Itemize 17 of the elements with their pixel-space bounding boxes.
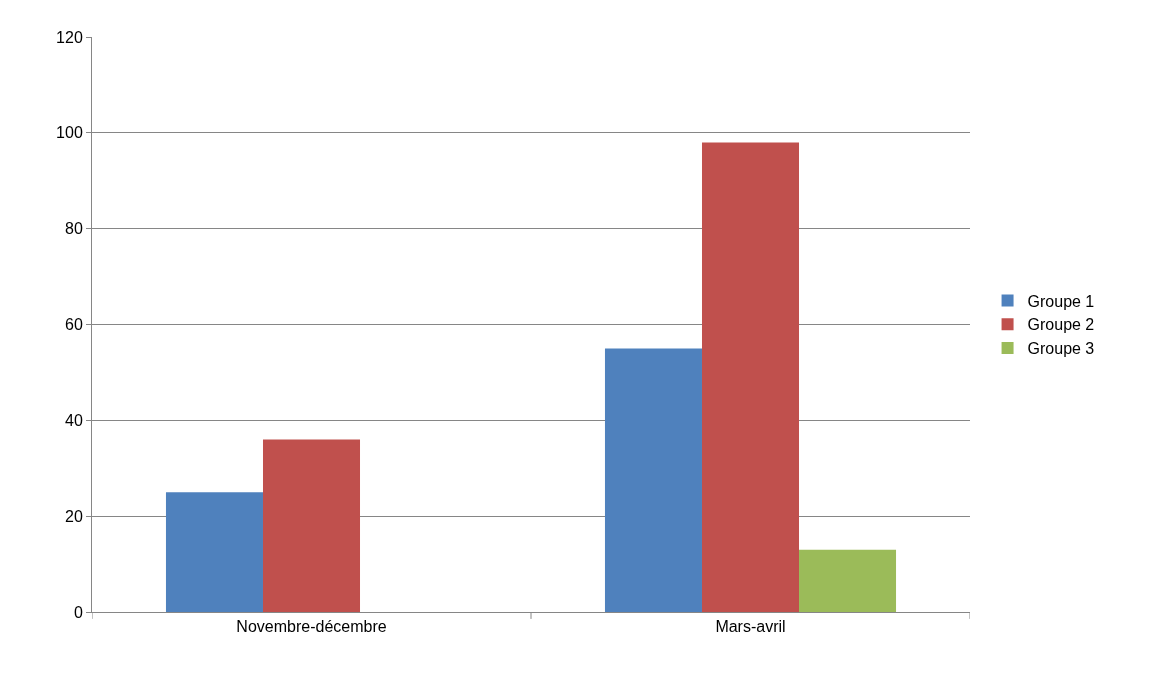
y-tick-label: 100: [56, 124, 83, 142]
bar: [701, 142, 800, 612]
y-tick-label: 0: [73, 603, 83, 621]
x-tick-label: Novembre-décembre: [236, 618, 387, 636]
bar: [262, 439, 361, 612]
y-tick-label: 60: [65, 316, 83, 334]
bar: [165, 492, 263, 612]
x-tick-label: Mars-avril: [715, 618, 786, 636]
y-tick-label: 20: [65, 507, 83, 525]
y-tick-label: 120: [56, 28, 83, 46]
legend-label: Groupe 1: [1027, 292, 1095, 310]
legend-label: Groupe 3: [1027, 340, 1095, 358]
bar: [799, 549, 897, 612]
y-tick-label: 40: [65, 411, 83, 429]
y-tick-label: 80: [65, 220, 83, 238]
bar: [604, 348, 702, 612]
legend-label: Groupe 2: [1027, 316, 1095, 334]
